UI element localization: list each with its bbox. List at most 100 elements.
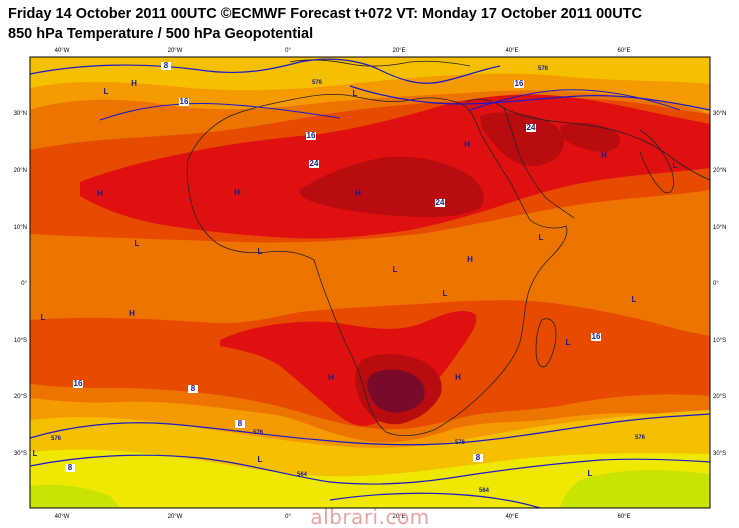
lon-tick-top: 40°W bbox=[55, 48, 70, 54]
lon-tick-bottom: 20°E bbox=[392, 514, 405, 520]
temperature-label: 24 bbox=[310, 159, 319, 168]
pressure-center: L bbox=[443, 289, 448, 298]
southwest-green-yellow-patch bbox=[30, 484, 120, 508]
lat-tick-left: 30°S bbox=[14, 451, 27, 457]
pressure-center: L bbox=[104, 87, 109, 96]
lon-tick-bottom: 60°E bbox=[617, 514, 630, 520]
lon-tick-bottom: 40°W bbox=[55, 514, 70, 520]
contour-north-1 bbox=[30, 58, 501, 84]
map-labels: 8 16 16 24 24 24 16 16 16 8 8 8 8 576 576 576 576 576 576 5… bbox=[33, 61, 678, 494]
lat-tick-right: 20°N bbox=[713, 168, 726, 174]
geopotential-label: 576 bbox=[455, 440, 466, 446]
temperature-label: 8 bbox=[68, 463, 73, 472]
map-frame bbox=[29, 56, 711, 509]
north-yellow-band bbox=[30, 57, 710, 88]
temperature-label-bg bbox=[514, 80, 524, 88]
watermark: albrari.com bbox=[310, 505, 429, 528]
lat-tick-right: 10°S bbox=[713, 338, 726, 344]
temp-contour-16-north bbox=[99, 103, 341, 121]
pressure-center: H bbox=[234, 188, 240, 197]
temperature-label-bg bbox=[435, 199, 445, 207]
axis-ticks: 40°W 40°W 20°W 20°W 0° 0° 20°E 20°E 40°E 40°E 60°E… bbox=[14, 48, 727, 520]
temperature-label: 8 bbox=[164, 61, 169, 70]
temperature-label-bg bbox=[306, 132, 316, 140]
geopotential-label: 576 bbox=[312, 80, 323, 86]
pressure-center: H bbox=[455, 373, 461, 382]
pressure-center: H bbox=[129, 309, 135, 318]
temperature-label-bg bbox=[473, 454, 483, 462]
pressure-center: L bbox=[673, 161, 678, 170]
temperature-label-bg bbox=[73, 380, 83, 388]
south-yellow-band bbox=[30, 449, 710, 508]
lon-tick-bottom: 20°W bbox=[168, 514, 183, 520]
temperature-label: 24 bbox=[436, 198, 445, 207]
map-subtitle: 850 hPa Temperature / 500 hPa Geopotenti… bbox=[8, 26, 314, 42]
red-sea-coast bbox=[503, 107, 575, 219]
temperature-field bbox=[30, 57, 710, 508]
temperature-label: 16 bbox=[592, 332, 601, 341]
lat-tick-right: 20°S bbox=[713, 394, 726, 400]
contour-576 bbox=[30, 413, 710, 446]
temperature-label: 16 bbox=[515, 79, 524, 88]
africa-coast bbox=[186, 93, 568, 436]
madagascar-coast bbox=[535, 318, 557, 368]
temperature-label-bg bbox=[188, 385, 198, 393]
pressure-center: L bbox=[393, 265, 398, 274]
lat-tick-right: 30°N bbox=[713, 111, 726, 117]
geopotential-label: 576 bbox=[51, 436, 62, 442]
lat-tick-left: 10°S bbox=[14, 338, 27, 344]
lat-tick-left: 20°N bbox=[14, 168, 27, 174]
pressure-center: H bbox=[355, 189, 361, 198]
map-title: Friday 14 October 2011 00UTC ©ECMWF Fore… bbox=[8, 6, 643, 22]
pressure-center: H bbox=[131, 79, 137, 88]
temperature-label-bg bbox=[179, 98, 189, 106]
lat-tick-right: 0° bbox=[713, 281, 719, 287]
geopotential-contours bbox=[30, 58, 710, 508]
pressure-center: L bbox=[353, 89, 358, 98]
pressure-center: L bbox=[33, 449, 38, 458]
pressure-center: H bbox=[328, 373, 334, 382]
pressure-center: H bbox=[467, 255, 473, 264]
pressure-center: H bbox=[601, 151, 607, 160]
india-coast bbox=[639, 129, 674, 194]
lat-tick-right: 30°S bbox=[713, 451, 726, 457]
temp-contour-16-ne bbox=[469, 89, 681, 111]
lon-tick-top: 60°E bbox=[617, 48, 630, 54]
arabia-asia-coast bbox=[465, 98, 710, 181]
iran-dark-red-core bbox=[560, 122, 621, 152]
lon-tick-top: 0° bbox=[285, 48, 291, 54]
temperature-label-bg bbox=[309, 160, 319, 168]
temperature-label: 16 bbox=[74, 379, 83, 388]
lon-tick-bottom: 0° bbox=[285, 514, 291, 520]
pressure-center: L bbox=[539, 233, 544, 242]
lat-tick-left: 20°S bbox=[14, 394, 27, 400]
geopotential-label: 564 bbox=[479, 488, 490, 494]
temperature-label: 16 bbox=[180, 97, 189, 106]
temperature-label: 8 bbox=[476, 453, 481, 462]
temperature-label: 8 bbox=[238, 419, 243, 428]
pressure-center: L bbox=[41, 313, 46, 322]
geopotential-label: 564 bbox=[297, 472, 308, 478]
lon-tick-top: 20°W bbox=[168, 48, 183, 54]
maroon-core bbox=[367, 369, 425, 413]
contour-south-3 bbox=[329, 492, 541, 508]
lat-tick-left: 30°N bbox=[14, 111, 27, 117]
geopotential-label: 576 bbox=[538, 66, 549, 72]
pressure-center: L bbox=[566, 338, 571, 347]
arabia-dark-red-core bbox=[480, 112, 564, 167]
lon-tick-top: 20°E bbox=[392, 48, 405, 54]
lon-tick-top: 40°E bbox=[505, 48, 518, 54]
contour-north-2 bbox=[349, 85, 710, 111]
pressure-center: L bbox=[258, 455, 263, 464]
pressure-center: L bbox=[258, 247, 263, 256]
lat-tick-right: 10°N bbox=[713, 225, 726, 231]
geopotential-label: 576 bbox=[253, 430, 264, 436]
contour-564 bbox=[30, 454, 710, 485]
temperature-label: 16 bbox=[307, 131, 316, 140]
lon-tick-bottom: 40°E bbox=[505, 514, 518, 520]
temperature-label-bg bbox=[591, 333, 601, 341]
lat-tick-left: 10°N bbox=[14, 225, 27, 231]
pressure-center: H bbox=[464, 140, 470, 149]
temperature-label-bg bbox=[161, 62, 171, 70]
south-green-yellow-patch bbox=[560, 470, 710, 508]
